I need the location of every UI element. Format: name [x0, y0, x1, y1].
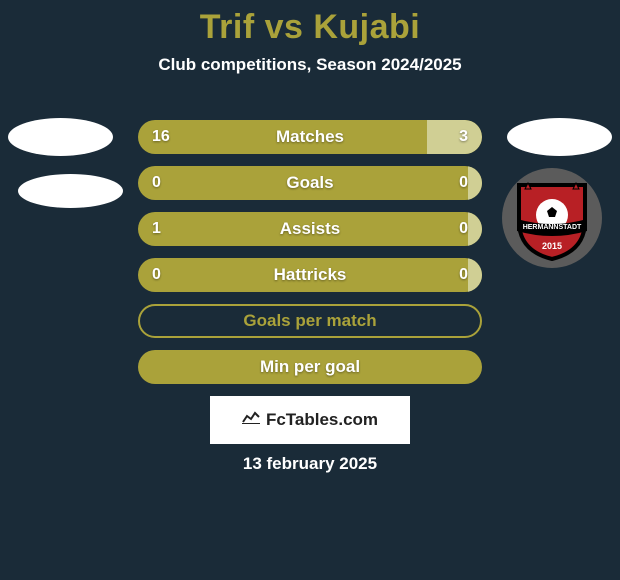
badge-year: 2015 — [542, 241, 562, 251]
chart-icon — [242, 410, 260, 429]
player-left-avatar-2 — [18, 174, 123, 208]
subtitle: Club competitions, Season 2024/2025 — [0, 55, 620, 75]
stats-bars: 163Matches 00Goals 10Assists 00Hattricks Goa… — [138, 120, 482, 396]
player-left-avatar-1 — [8, 118, 113, 156]
stat-row-matches: 163Matches — [138, 120, 482, 154]
stat-row-hattricks: 00Hattricks — [138, 258, 482, 292]
stat-label: Goals — [138, 166, 482, 200]
stat-label: Goals per match — [140, 306, 480, 336]
stat-label: Hattricks — [138, 258, 482, 292]
date-text: 13 february 2025 — [0, 454, 620, 474]
stat-row-assists: 10Assists — [138, 212, 482, 246]
stat-row-goals-per-match: Goals per match — [138, 304, 482, 338]
stat-label: Assists — [138, 212, 482, 246]
stat-label: Matches — [138, 120, 482, 154]
stat-row-min-per-goal: Min per goal — [138, 350, 482, 384]
badge-text: HERMANNSTADT — [523, 224, 582, 231]
club-badge: HERMANNSTADT 2015 — [502, 168, 602, 268]
player-right-avatar — [507, 118, 612, 156]
branding-text: FcTables.com — [266, 410, 378, 430]
branding-box: FcTables.com — [210, 396, 410, 444]
stat-row-goals: 00Goals — [138, 166, 482, 200]
stat-label: Min per goal — [138, 350, 482, 384]
page-title: Trif vs Kujabi — [0, 0, 620, 47]
club-badge-svg: HERMANNSTADT 2015 — [507, 173, 597, 263]
